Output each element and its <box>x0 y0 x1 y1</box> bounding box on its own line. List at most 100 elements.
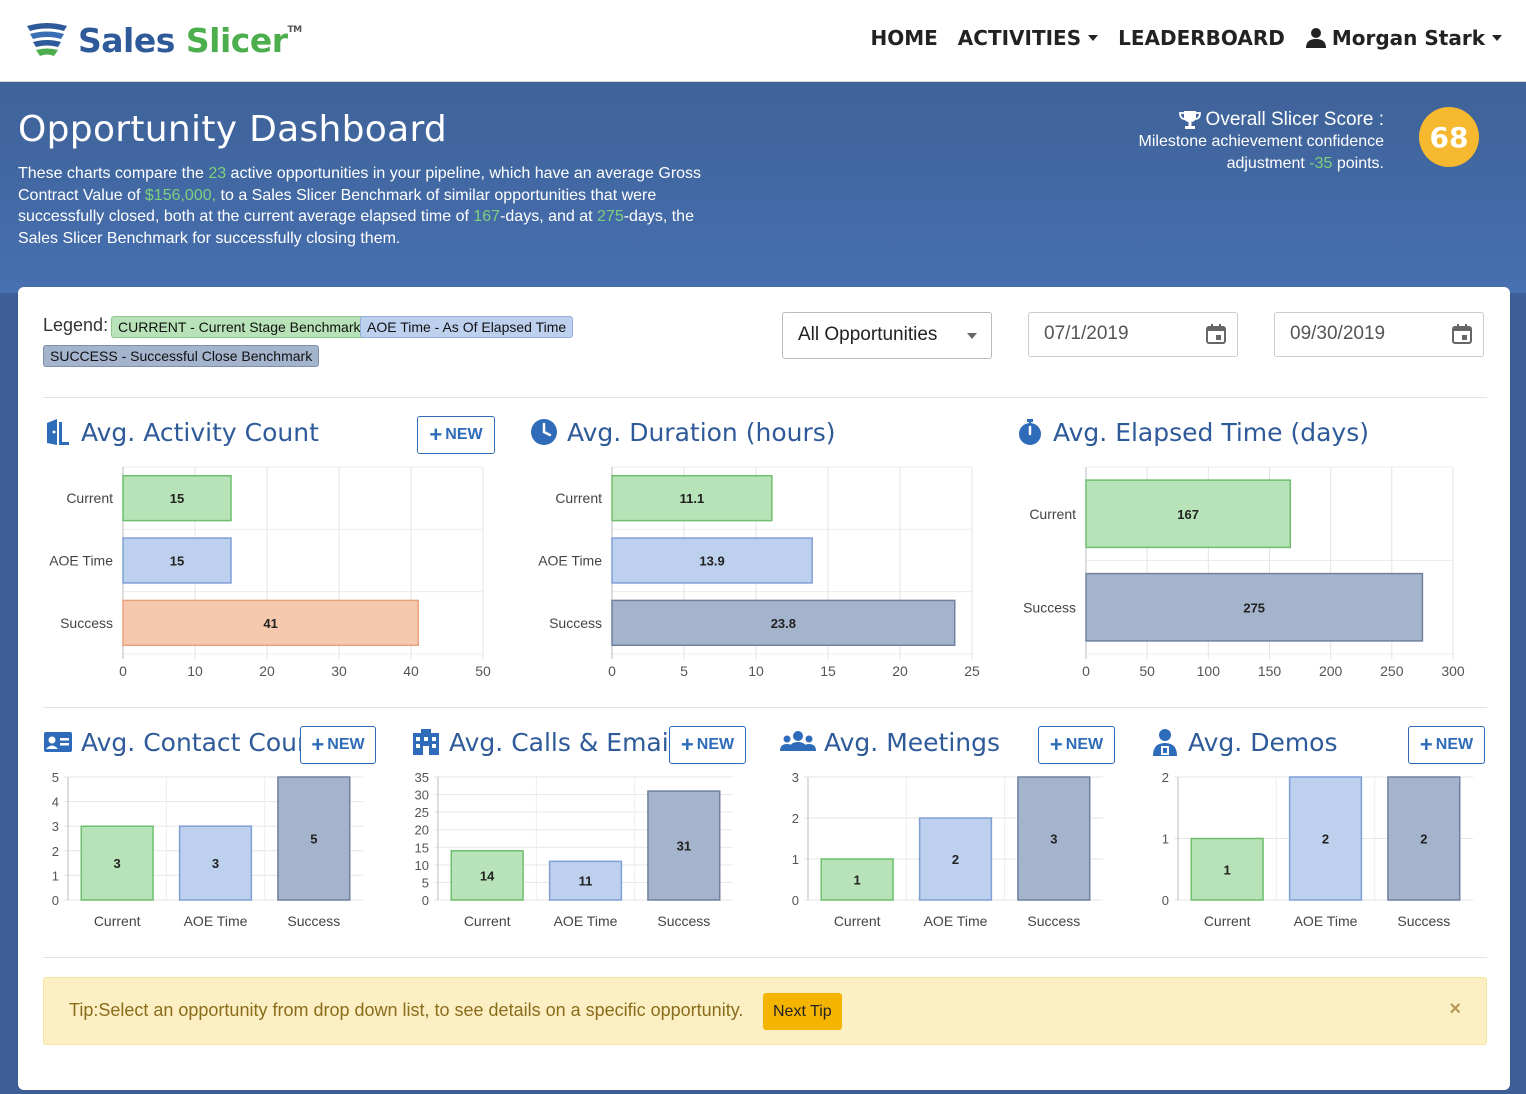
divider <box>43 397 1487 398</box>
active-count: 23 <box>208 165 227 182</box>
tick-label: 5 <box>680 663 688 679</box>
nav-home[interactable]: HOME <box>870 26 938 50</box>
tick-label: 25 <box>964 663 980 679</box>
tick-label: 30 <box>331 663 347 679</box>
users-icon <box>780 731 816 751</box>
divider <box>43 957 1487 958</box>
calendar-icon <box>1206 324 1226 344</box>
data-label: 15 <box>170 554 184 569</box>
bar <box>1085 479 1292 549</box>
chart-title-activity: Avg. Activity Count <box>43 417 319 447</box>
nav-activities[interactable]: ACTIVITIES <box>958 26 1099 50</box>
brand-name: Sales SlicerTM <box>78 21 302 60</box>
new-demo-button[interactable]: + NEW <box>1408 726 1485 764</box>
building-icon <box>413 729 439 755</box>
data-label: 3 <box>212 856 219 871</box>
chart-activity: 0 10 20 30 40 50 Current 15 AOE Time 15 Success 41 <box>49 466 491 679</box>
chart-title-duration: Avg. Duration (hours) <box>529 417 836 447</box>
score-adjustment: -35 <box>1309 155 1333 172</box>
close-icon[interactable]: × <box>1449 998 1461 1020</box>
new-calls-button[interactable]: + NEW <box>669 726 746 764</box>
trademark: TM <box>287 24 302 35</box>
new-meeting-button[interactable]: + NEW <box>1038 726 1115 764</box>
page-title: Opportunity Dashboard <box>18 109 448 150</box>
plus-icon: + <box>429 422 443 447</box>
data-label: 5 <box>310 832 317 847</box>
legend-current: CURRENT - Current Stage Benchmark <box>111 316 368 338</box>
opportunity-select[interactable]: All Opportunities <box>782 312 992 359</box>
tick-label: 15 <box>415 840 429 855</box>
bar <box>611 599 956 647</box>
tick-label: 200 <box>1319 663 1343 679</box>
nav-leaderboard[interactable]: LEADERBOARD <box>1118 26 1285 50</box>
tick-label: 30 <box>415 788 429 803</box>
start-date-input[interactable]: 07/1/2019 <box>1028 312 1238 357</box>
bar <box>647 790 721 901</box>
gross-value: $156,000, <box>144 186 217 204</box>
tick-label: 50 <box>475 663 491 679</box>
tick-label: 20 <box>892 663 908 679</box>
brand-logo[interactable]: Sales SlicerTM <box>24 20 302 60</box>
category-label: Current <box>834 913 881 929</box>
bar <box>122 537 232 584</box>
data-label: 31 <box>677 839 691 854</box>
bar <box>820 858 894 901</box>
tick-label: 40 <box>403 663 419 679</box>
bar <box>918 817 993 901</box>
new-button-label: NEW <box>445 426 483 443</box>
slicer-logo-icon <box>27 23 67 56</box>
next-tip-button[interactable]: Next Tip <box>763 993 842 1030</box>
category-label: Current <box>1029 506 1076 522</box>
tick-label: 3 <box>52 819 59 834</box>
new-activity-button[interactable]: + NEW <box>417 416 495 454</box>
nav-user-menu[interactable]: Morgan Stark <box>1305 26 1502 50</box>
dashboard-header: Opportunity Dashboard These charts compa… <box>0 83 1526 293</box>
legend-success: SUCCESS - Successful Close Benchmark <box>43 345 320 367</box>
bar <box>1288 776 1363 901</box>
chart-title-text: Avg. Elapsed Time (days) <box>1053 417 1369 447</box>
end-date-input[interactable]: 09/30/2019 <box>1274 312 1484 357</box>
tick-label: 20 <box>259 663 275 679</box>
data-label: 3 <box>114 856 121 871</box>
intro-part: These charts compare the <box>18 165 209 182</box>
chart-duration: 0 5 10 15 20 25 Current 11.1 AOE Time 13.9 Success… <box>538 466 980 679</box>
new-button-label: NEW <box>696 736 735 753</box>
tick-label: 300 <box>1441 663 1465 679</box>
chart-calls: 0 5 10 15 20 25 30 35 14 Current 11 AOE Time 31 Succe… <box>415 770 733 929</box>
score-sub-part: Milestone achievement confidence adjustm… <box>1138 133 1384 172</box>
tick-label: 10 <box>415 858 429 873</box>
data-label: 41 <box>263 616 277 631</box>
tick-label: 3 <box>792 770 799 785</box>
data-label: 167 <box>1177 507 1199 522</box>
tick-label: 15 <box>820 663 836 679</box>
tick-label: 1 <box>1162 832 1169 847</box>
tick-label: 250 <box>1380 663 1404 679</box>
data-label: 1 <box>1224 862 1231 877</box>
chart-title-text: Avg. Meetings <box>824 727 1001 757</box>
chart-title-text: Avg. Contact Count <box>81 727 323 757</box>
category-label: Success <box>1027 913 1080 929</box>
tick-label: 10 <box>748 663 764 679</box>
new-button-label: NEW <box>1065 736 1104 753</box>
category-label: Success <box>287 913 340 929</box>
tick-label: 25 <box>415 805 429 820</box>
dashboard-card: Legend: CURRENT - Current Stage Benchmar… <box>18 287 1510 1090</box>
chart-elapsed: 0 50 100 150 200 250 300 Current 167 Success 275 <box>1023 466 1465 679</box>
bar <box>80 825 154 901</box>
score-title: Overall Slicer Score : <box>1124 109 1384 131</box>
end-date-value: 09/30/2019 <box>1290 323 1386 344</box>
chart-title-demos: Avg. Demos <box>1150 727 1338 757</box>
tick-label: 2 <box>1162 770 1169 785</box>
plus-icon: + <box>1049 732 1063 757</box>
new-contact-button[interactable]: + NEW <box>300 726 376 764</box>
tick-label: 5 <box>52 770 59 785</box>
slicer-score-block: Overall Slicer Score : Milestone achieve… <box>1124 109 1384 175</box>
divider <box>43 707 1487 708</box>
chart-title-elapsed: Avg. Elapsed Time (days) <box>1015 417 1369 447</box>
contact-card-icon <box>44 732 72 752</box>
intro-part: -days, the Sales Slicer Benchmark for su… <box>18 208 694 248</box>
data-label: 2 <box>1420 832 1427 847</box>
chart-title-contact: Avg. Contact Count <box>43 727 323 757</box>
opportunity-select-value: All Opportunities <box>798 324 938 345</box>
data-label: 275 <box>1243 600 1265 615</box>
